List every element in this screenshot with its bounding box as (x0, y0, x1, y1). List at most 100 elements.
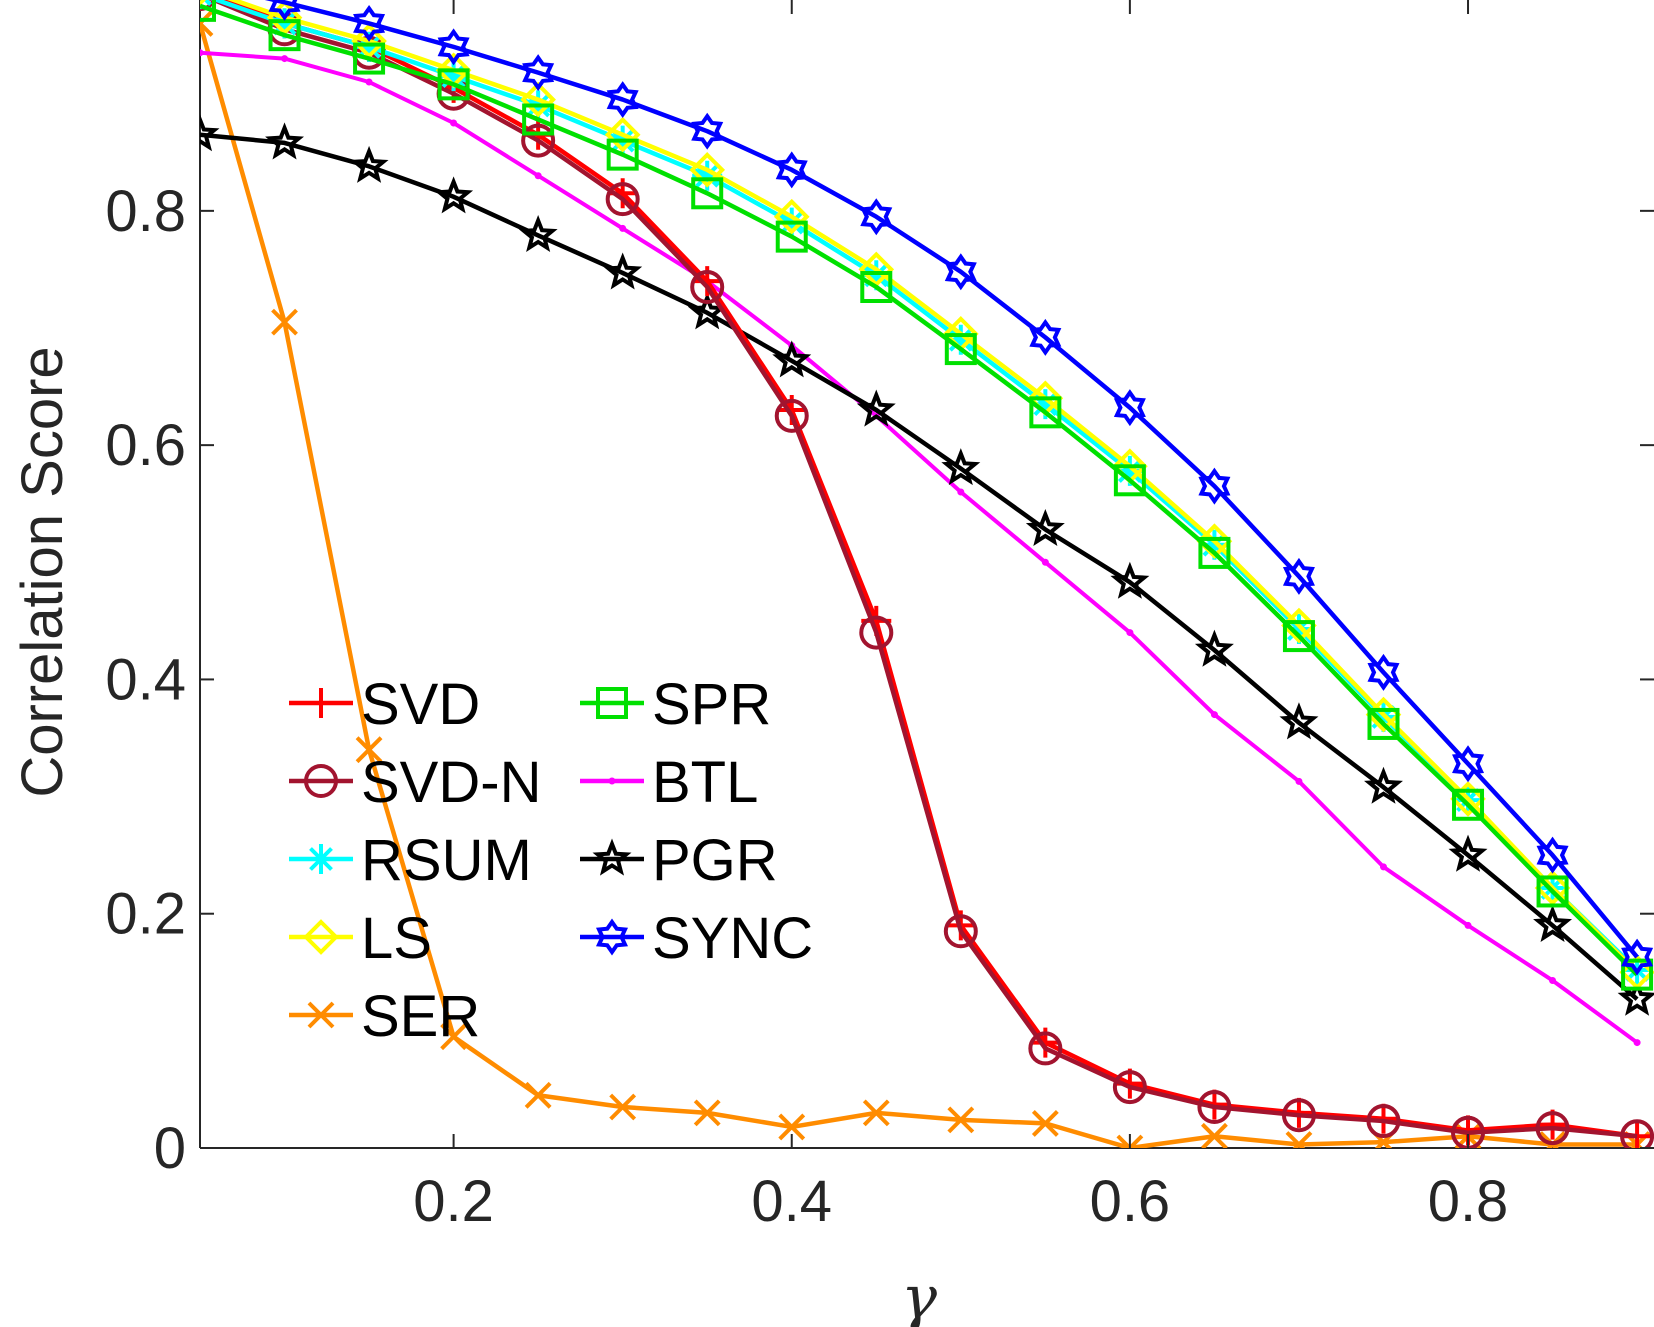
data-point-ls (520, 81, 556, 118)
series-line-btl (200, 50, 1639, 1045)
data-point-pgr (603, 252, 643, 290)
data-point-pgr (687, 292, 727, 330)
data-point-svd-n (690, 270, 725, 304)
data-point-btl (1464, 921, 1472, 929)
plot-area (199, 0, 1654, 1149)
data-point-btl (534, 172, 542, 180)
legend-item-ser: SER (289, 984, 480, 1049)
data-point-ls (1196, 523, 1233, 560)
series-layer (200, 0, 1654, 1148)
legend-label-btl: BTL (652, 750, 758, 815)
legend-marker-ser (307, 1001, 335, 1029)
data-point-spr (860, 271, 893, 303)
data-point-pgr (434, 176, 474, 214)
data-point-btl (1041, 558, 1049, 566)
legend-label-pgr: PGR (652, 828, 778, 893)
series-spr (200, 0, 1654, 991)
x-tick-label: 0.2 (413, 1169, 494, 1234)
data-point-spr (944, 333, 977, 366)
data-point-svd-n (1535, 1111, 1570, 1146)
y-tick-label: 0.6 (105, 413, 186, 478)
series-svd (200, 0, 1653, 1148)
data-point-pgr (200, 114, 220, 152)
data-point-pgr (1617, 978, 1654, 1016)
data-point-btl (619, 224, 627, 232)
legend-label-sync: SYNC (652, 906, 813, 971)
data-point-pgr (1110, 561, 1150, 599)
legend-item-svd-n: SVD-N (289, 750, 541, 815)
legend-item-ls: LS (289, 906, 432, 971)
data-point-pgr (1364, 766, 1403, 804)
x-tick-label: 0.6 (1090, 1169, 1171, 1234)
data-point-ser (1031, 1109, 1059, 1137)
data-point-spr (1367, 707, 1400, 740)
data-point-btl (1126, 629, 1134, 637)
data-point-rsum (1030, 389, 1061, 420)
data-point-spr (522, 103, 555, 136)
data-point-svd-n (1197, 1090, 1232, 1124)
data-point-spr (1452, 788, 1485, 821)
data-point-spr (268, 19, 301, 52)
data-point-sync (944, 253, 977, 291)
data-point-sync (860, 198, 893, 236)
data-point-rsum (945, 324, 976, 355)
y-tick-label: 0 (154, 1116, 186, 1181)
data-point-ser (440, 1023, 468, 1051)
legend-item-spr: SPR (580, 672, 771, 737)
legend-item-svd: SVD (289, 672, 480, 737)
data-point-ls (266, 0, 303, 36)
legend-item-rsum: RSUM (289, 828, 532, 893)
data-point-ser (778, 1113, 806, 1141)
data-point-pgr (1194, 629, 1234, 667)
x-tick-label: 0.4 (751, 1169, 832, 1234)
data-point-sync (522, 54, 555, 92)
data-point-ser (1285, 1131, 1313, 1148)
legend-marker-svd-n (304, 764, 338, 798)
data-point-spr (1282, 620, 1315, 653)
data-point-rsum (861, 260, 892, 291)
series-line-ls (226, 0, 1639, 974)
data-point-svd-n (1366, 1104, 1401, 1139)
data-point-sync (1113, 389, 1146, 427)
data-point-spr (1029, 396, 1062, 429)
data-point-rsum (1114, 455, 1145, 486)
data-point-ser (200, 10, 214, 37)
data-point-rsum (438, 61, 469, 92)
data-point-spr (775, 220, 808, 253)
data-point-svd-n (1281, 1098, 1316, 1133)
data-point-btl (1295, 777, 1303, 785)
legend-item-pgr: PGR (580, 828, 778, 893)
data-point-ser (862, 1099, 890, 1127)
data-point-svd-n (943, 914, 978, 949)
data-point-ls (604, 116, 641, 153)
data-point-sync (1198, 467, 1231, 505)
data-point-sync (1536, 836, 1569, 874)
data-point-btl (1633, 1039, 1641, 1047)
data-point-rsum (692, 160, 723, 191)
data-point-btl (957, 488, 965, 496)
data-point-ser (1116, 1134, 1144, 1148)
data-point-pgr (349, 145, 389, 183)
data-point-svd-n (774, 398, 809, 433)
data-point-pgr (265, 122, 305, 160)
data-point-btl (1549, 976, 1557, 984)
legend-label-ls: LS (361, 906, 432, 971)
data-point-sync (691, 112, 724, 150)
y-tick-label: 0.2 (105, 882, 186, 947)
data-point-spr (200, 0, 216, 22)
x-axis-label: γ (901, 1263, 937, 1327)
data-point-btl (1379, 863, 1387, 871)
legend-item-btl: BTL (580, 750, 758, 815)
data-point-spr (353, 42, 386, 75)
data-point-rsum (1199, 529, 1230, 560)
series-ser (200, 10, 1651, 1148)
legend-label-ser: SER (361, 984, 480, 1049)
legend-marker-sync (595, 918, 629, 956)
data-point-sync (775, 151, 808, 189)
data-point-svd-n (859, 615, 894, 650)
data-point-sync (606, 81, 639, 119)
data-point-spr (1536, 875, 1569, 908)
data-point-pgr (772, 340, 812, 378)
x-tick-label: 0.8 (1428, 1169, 1509, 1234)
